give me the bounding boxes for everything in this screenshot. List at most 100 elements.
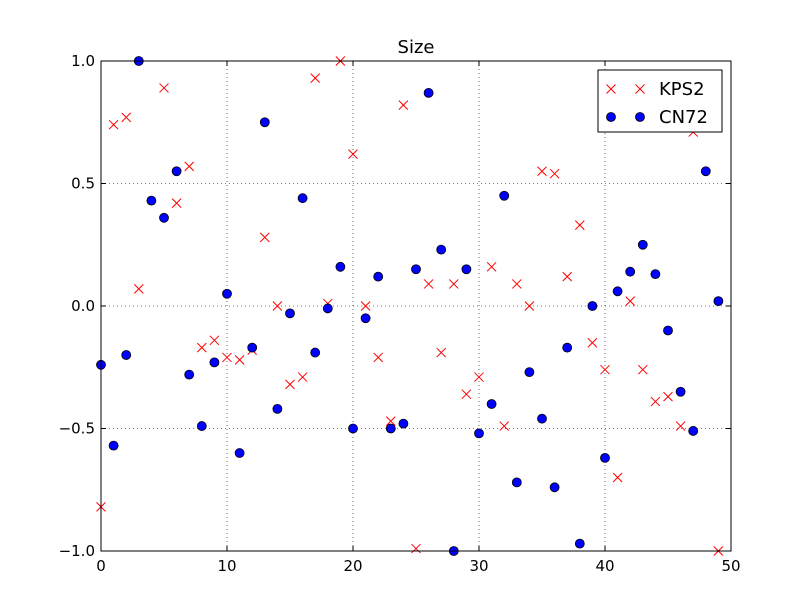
cn72-point bbox=[209, 357, 220, 368]
y-tick-label: 0.5 bbox=[71, 175, 95, 193]
cn72-point bbox=[663, 325, 673, 336]
cn72-point bbox=[675, 386, 686, 397]
kps2-point bbox=[587, 337, 598, 348]
kps2-point bbox=[461, 389, 472, 400]
kps2-point bbox=[360, 301, 371, 311]
cn72-point bbox=[625, 266, 636, 277]
tick-labels: 0 10 20 30 40 50 −1.0 −0.5 0.0 0.5 1.0 bbox=[59, 52, 741, 575]
cn72-point bbox=[537, 413, 547, 424]
kps2-point bbox=[196, 342, 207, 353]
cn72-point bbox=[688, 426, 699, 436]
kps2-point bbox=[272, 301, 283, 311]
kps2-point bbox=[159, 83, 169, 93]
kps2-point bbox=[385, 416, 396, 427]
kps2-point bbox=[171, 198, 182, 208]
kps2-point bbox=[348, 149, 358, 159]
kps2-point bbox=[234, 355, 245, 365]
cn72-point bbox=[474, 428, 484, 439]
x-tick-label: 50 bbox=[721, 557, 740, 575]
kps2-point bbox=[373, 352, 384, 363]
kps2-point bbox=[310, 73, 321, 84]
kps2-point bbox=[474, 372, 484, 382]
kps2-point bbox=[486, 261, 497, 272]
kps2-point bbox=[600, 364, 610, 375]
cn72-point bbox=[562, 342, 573, 353]
cn72-series bbox=[96, 56, 724, 556]
y-tick-label: 0.0 bbox=[71, 297, 95, 315]
cn72-point bbox=[524, 367, 535, 378]
plot-area bbox=[101, 61, 731, 551]
cn72-point bbox=[461, 264, 472, 275]
kps2-point bbox=[675, 421, 686, 431]
legend-marker-kps2 bbox=[635, 84, 645, 94]
cn72-point bbox=[549, 482, 560, 493]
cn72-point bbox=[612, 286, 623, 297]
legend-item-cn72 bbox=[606, 112, 645, 122]
cn72-point bbox=[360, 313, 371, 324]
x-tick-label: 10 bbox=[217, 557, 236, 575]
kps2-point bbox=[121, 112, 132, 123]
legend-marker-cn72 bbox=[606, 112, 616, 122]
cn72-point bbox=[385, 423, 396, 434]
cn72-point bbox=[121, 350, 132, 360]
kps2-point bbox=[574, 220, 585, 231]
y-tick-label: 1.0 bbox=[71, 52, 95, 70]
kps2-point bbox=[285, 379, 295, 390]
kps2-point bbox=[562, 271, 573, 282]
cn72-point bbox=[511, 477, 522, 488]
kps2-point bbox=[612, 472, 623, 483]
cn72-point bbox=[373, 271, 384, 282]
y-tick-label: −0.5 bbox=[59, 420, 95, 438]
cn72-point bbox=[436, 244, 447, 255]
cn72-point bbox=[499, 190, 510, 201]
kps2-series bbox=[96, 56, 724, 556]
x-tick-label: 0 bbox=[96, 557, 106, 575]
kps2-point bbox=[398, 100, 409, 110]
cn72-point bbox=[587, 301, 598, 311]
plot-frame bbox=[100, 60, 732, 552]
kps2-point bbox=[222, 352, 232, 363]
kps2-point bbox=[184, 161, 195, 172]
kps2-point bbox=[663, 391, 673, 402]
kps2-point bbox=[524, 301, 535, 311]
cn72-point bbox=[637, 239, 648, 250]
cn72-point bbox=[600, 452, 610, 463]
kps2-point bbox=[537, 166, 547, 177]
kps2-point bbox=[448, 279, 459, 289]
cn72-point bbox=[234, 448, 245, 458]
cn72-point bbox=[398, 418, 409, 429]
legend-label-cn72: CN72 bbox=[659, 107, 708, 128]
cn72-point bbox=[335, 261, 346, 272]
kps2-point bbox=[133, 283, 144, 294]
kps2-point bbox=[423, 279, 434, 289]
x-tick-label: 40 bbox=[595, 557, 614, 575]
kps2-point bbox=[625, 296, 636, 306]
kps2-point bbox=[259, 232, 270, 243]
cn72-point bbox=[310, 347, 321, 358]
cn72-point bbox=[411, 264, 421, 275]
cn72-point bbox=[259, 117, 270, 128]
cn72-point bbox=[713, 296, 724, 307]
kps2-point bbox=[436, 347, 447, 358]
cn72-point bbox=[171, 166, 182, 177]
chart-title: Size bbox=[398, 37, 435, 58]
cn72-point bbox=[222, 288, 232, 299]
legend: KPS2 CN72 bbox=[597, 69, 723, 133]
legend-box bbox=[597, 69, 723, 133]
cn72-point bbox=[650, 269, 661, 280]
cn72-point bbox=[196, 421, 207, 431]
kps2-point bbox=[637, 364, 648, 375]
cn72-point bbox=[348, 423, 358, 434]
kps2-point bbox=[511, 279, 522, 289]
legend-marker-cn72 bbox=[635, 112, 645, 122]
kps2-point bbox=[209, 335, 220, 346]
kps2-point bbox=[499, 421, 510, 431]
cn72-point bbox=[423, 87, 434, 98]
cn72-point bbox=[159, 212, 169, 223]
cn72-point bbox=[146, 195, 157, 206]
cn72-point bbox=[486, 399, 497, 409]
kps2-point bbox=[108, 119, 119, 130]
kps2-point bbox=[411, 543, 421, 554]
cn72-point bbox=[108, 440, 119, 451]
legend-item-kps2 bbox=[606, 84, 645, 94]
